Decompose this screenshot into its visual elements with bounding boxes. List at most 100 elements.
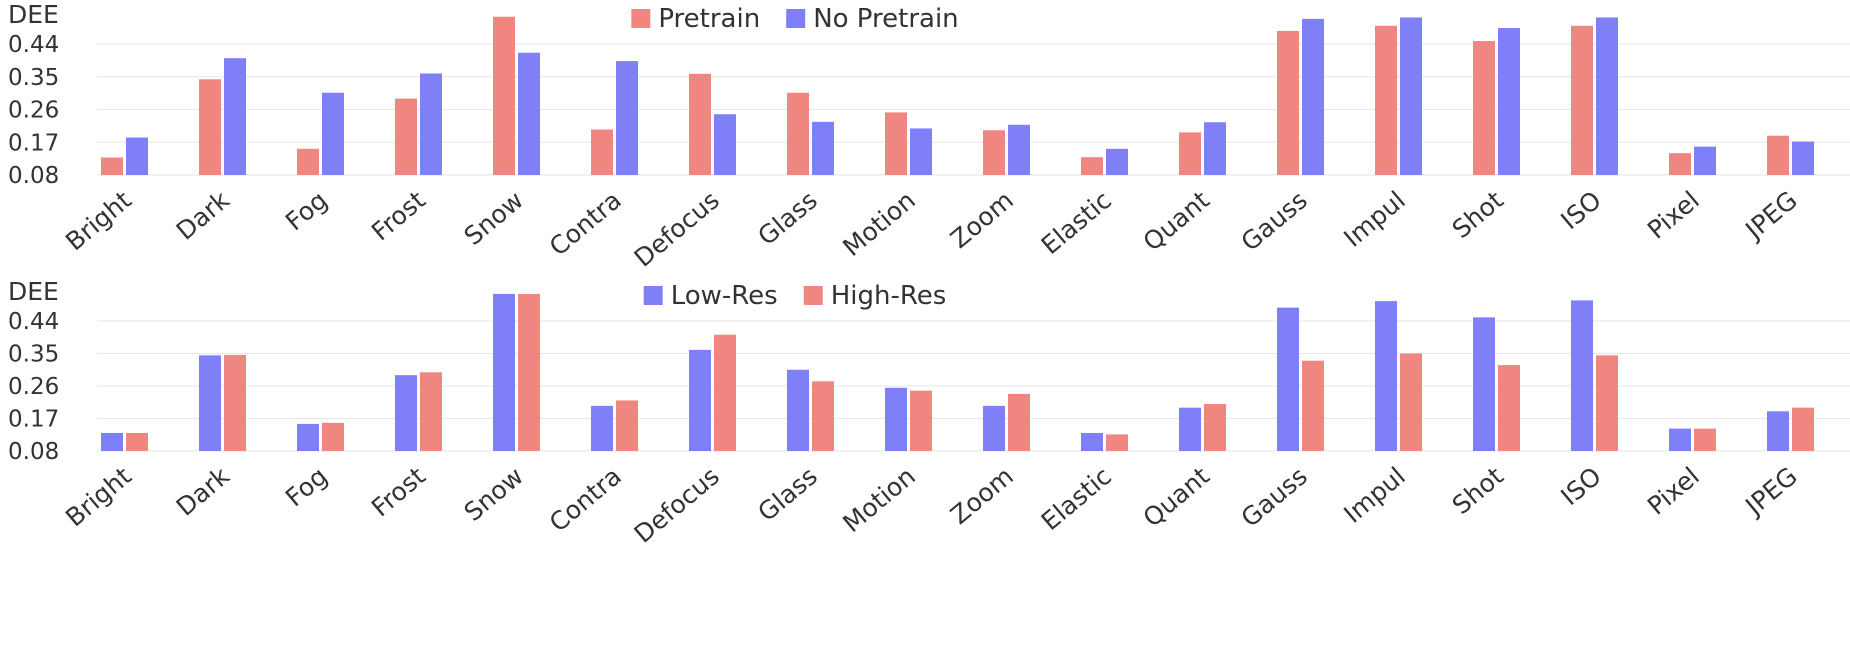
bar-high-res [1204, 404, 1226, 451]
bar-no-pretrain [714, 114, 736, 175]
bar-high-res [322, 422, 344, 451]
bar-pretrain [297, 148, 319, 175]
bar-high-res [910, 390, 932, 451]
legend-label: Low-Res [671, 281, 778, 311]
bar-no-pretrain [1792, 141, 1814, 175]
bar-high-res [1008, 393, 1030, 451]
legend-swatch [786, 9, 806, 28]
legend-swatch [643, 286, 663, 305]
bar-high-res [224, 354, 246, 451]
bar-pretrain [1767, 135, 1789, 175]
x-tick-label: Gauss [1236, 461, 1313, 532]
x-tick-label: Gauss [1236, 185, 1313, 256]
x-tick-label: Defocus [629, 185, 725, 272]
x-tick-label: Bright [60, 185, 137, 256]
x-tick-label: Shot [1447, 185, 1509, 244]
legend-swatch [803, 286, 823, 305]
bar-high-res [812, 381, 834, 451]
bar-no-pretrain [126, 137, 148, 175]
legend-label: Pretrain [658, 4, 760, 34]
bar-no-pretrain [1302, 18, 1324, 176]
x-tick-label: Frost [366, 461, 431, 522]
bar-low-res [1277, 307, 1299, 451]
bar-pretrain [1277, 30, 1299, 176]
x-tick-label: JPEG [1739, 461, 1803, 522]
bar-low-res [1081, 432, 1103, 451]
bar-high-res [1400, 353, 1422, 451]
bar-low-res [885, 387, 907, 451]
bar-pretrain [395, 98, 417, 175]
bar-no-pretrain [420, 73, 442, 175]
bar-no-pretrain [1106, 148, 1128, 175]
bar-pretrain [1375, 25, 1397, 175]
bar-no-pretrain [1694, 146, 1716, 175]
bar-low-res [493, 293, 515, 451]
bar-high-res [420, 372, 442, 451]
bar-pretrain [983, 130, 1005, 175]
bar-high-res [1694, 428, 1716, 451]
bar-pretrain [1179, 132, 1201, 175]
chart-bottom: 0.08 0.17 0.26 0.35 0.44 DEE Bright Dark Fog Fros… [8, 277, 1850, 549]
x-tick-label: Zoom [945, 461, 1019, 530]
bar-high-res [518, 293, 540, 451]
y-tick-label: 0.26 [8, 374, 59, 400]
bar-no-pretrain [812, 121, 834, 175]
x-tick-label: Snow [459, 461, 529, 527]
x-tick-label: Glass [752, 185, 823, 251]
x-tick-label: Pixel [1642, 185, 1705, 244]
x-tick-label: JPEG [1739, 185, 1803, 246]
bar-no-pretrain [1498, 27, 1520, 175]
bar-pretrain [1473, 41, 1495, 175]
bar-low-res [1571, 300, 1593, 451]
bar-pretrain [591, 129, 613, 175]
legend: Low-Res High-Res [643, 281, 946, 311]
y-tick-label: 0.17 [8, 407, 59, 433]
x-tick-label: ISO [1555, 185, 1607, 235]
bar-pretrain [689, 73, 711, 175]
x-tick-label: Elastic [1036, 461, 1117, 536]
x-tick-label: Fog [280, 185, 333, 236]
y-axis-label: DEE [8, 277, 59, 306]
bar-pretrain [101, 157, 123, 175]
y-tick-label: 0.44 [8, 309, 59, 335]
y-tick-label: 0.35 [8, 342, 59, 368]
bar-no-pretrain [1400, 17, 1422, 175]
bar-high-res [1596, 355, 1618, 451]
x-tick-label: Quant [1138, 185, 1215, 257]
bar-low-res [689, 349, 711, 451]
x-tick-label: Fog [280, 461, 333, 512]
y-tick-label: 0.44 [8, 32, 59, 58]
bar-pretrain [1571, 25, 1593, 175]
bar-low-res [199, 355, 221, 451]
x-tick-label: Dark [171, 185, 235, 246]
bar-low-res [395, 375, 417, 451]
bar-high-res [1498, 365, 1520, 451]
x-tick-label: Bright [60, 461, 137, 532]
bar-low-res [297, 423, 319, 451]
x-tick-label: Impul [1338, 461, 1411, 528]
bar-no-pretrain [1204, 122, 1226, 175]
bar-high-res [1792, 407, 1814, 451]
y-tick-label: 0.08 [8, 439, 59, 465]
x-tick-label: Snow [459, 185, 529, 251]
bar-pretrain [787, 92, 809, 175]
bar-high-res [1106, 434, 1128, 451]
x-tick-label: Contra [544, 185, 627, 261]
bar-low-res [983, 405, 1005, 451]
bar-no-pretrain [1008, 124, 1030, 175]
bar-low-res [1375, 301, 1397, 451]
x-tick-label: Zoom [945, 185, 1019, 254]
bar-low-res [787, 369, 809, 451]
bar-no-pretrain [1596, 17, 1618, 175]
x-tick-label: Elastic [1036, 185, 1117, 260]
y-tick-label: 0.26 [8, 98, 59, 124]
bar-pretrain [199, 79, 221, 175]
bar-high-res [714, 334, 736, 451]
bar-low-res [1767, 411, 1789, 451]
x-tick-label: Pixel [1642, 461, 1705, 520]
bar-low-res [1473, 317, 1495, 451]
x-tick-label: Defocus [629, 461, 725, 548]
bar-no-pretrain [322, 92, 344, 175]
bar-pretrain [1081, 157, 1103, 175]
